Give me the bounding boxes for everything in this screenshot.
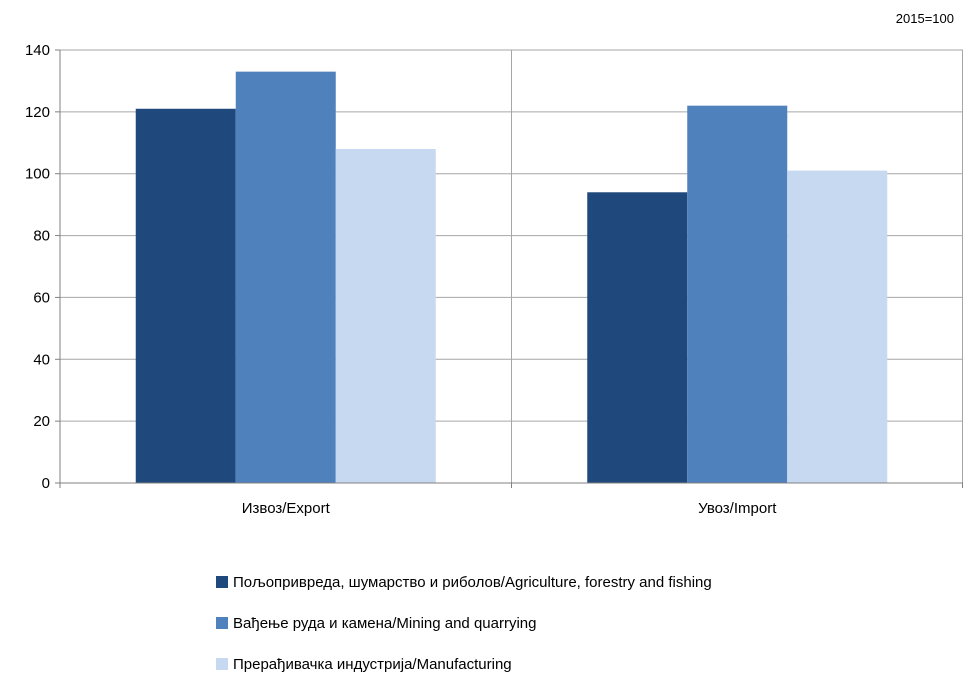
legend-label: Пољопривреда, шумарство и риболов/Agricu… — [233, 573, 712, 591]
y-tick-label-40: 40 — [33, 351, 50, 368]
tick-labels: 0 20 40 60 80 100 120 140 Извоз/Export Увоз/Impor… — [25, 42, 777, 517]
y-tick-label-80: 80 — [33, 228, 50, 245]
bars — [135, 71, 888, 484]
y-tick-label-100: 100 — [25, 166, 50, 183]
y-tick-label-20: 20 — [33, 413, 50, 430]
legend-swatch — [216, 576, 228, 588]
legend-swatch — [216, 617, 228, 629]
bar-0-1 — [235, 71, 336, 484]
legend: Пољопривреда, шумарство и риболов/Agricu… — [216, 572, 712, 695]
chart-note: 2015=100 — [896, 11, 954, 26]
legend-item: Прерађивачка индустрија/Manufacturing — [216, 654, 712, 674]
y-tick-label-60: 60 — [33, 289, 50, 306]
chart: 2015=100 0 20 40 60 80 100 120 140 Извоз/Export У… — [25, 11, 963, 517]
bar-0-2 — [335, 148, 436, 483]
bar-1-2 — [787, 170, 888, 483]
bar-1-1 — [687, 105, 788, 484]
legend-swatch — [216, 658, 228, 670]
legend-item: Пољопривреда, шумарство и риболов/Agricu… — [216, 572, 712, 592]
bar-0-0 — [135, 108, 236, 483]
y-tick-label-140: 140 — [25, 42, 50, 59]
axes — [55, 49, 963, 488]
legend-label: Вађење руда и камена/Mining and quarryin… — [233, 614, 537, 632]
legend-label: Прерађивачка индустрија/Manufacturing — [233, 655, 512, 673]
bar-1-0 — [587, 192, 688, 483]
y-tick-label-0: 0 — [42, 475, 50, 492]
legend-item: Вађење руда и камена/Mining and quarryin… — [216, 613, 712, 633]
x-tick-label-0: Извоз/Export — [242, 500, 331, 517]
x-tick-label-1: Увоз/Import — [698, 500, 777, 517]
y-tick-label-120: 120 — [25, 104, 50, 121]
